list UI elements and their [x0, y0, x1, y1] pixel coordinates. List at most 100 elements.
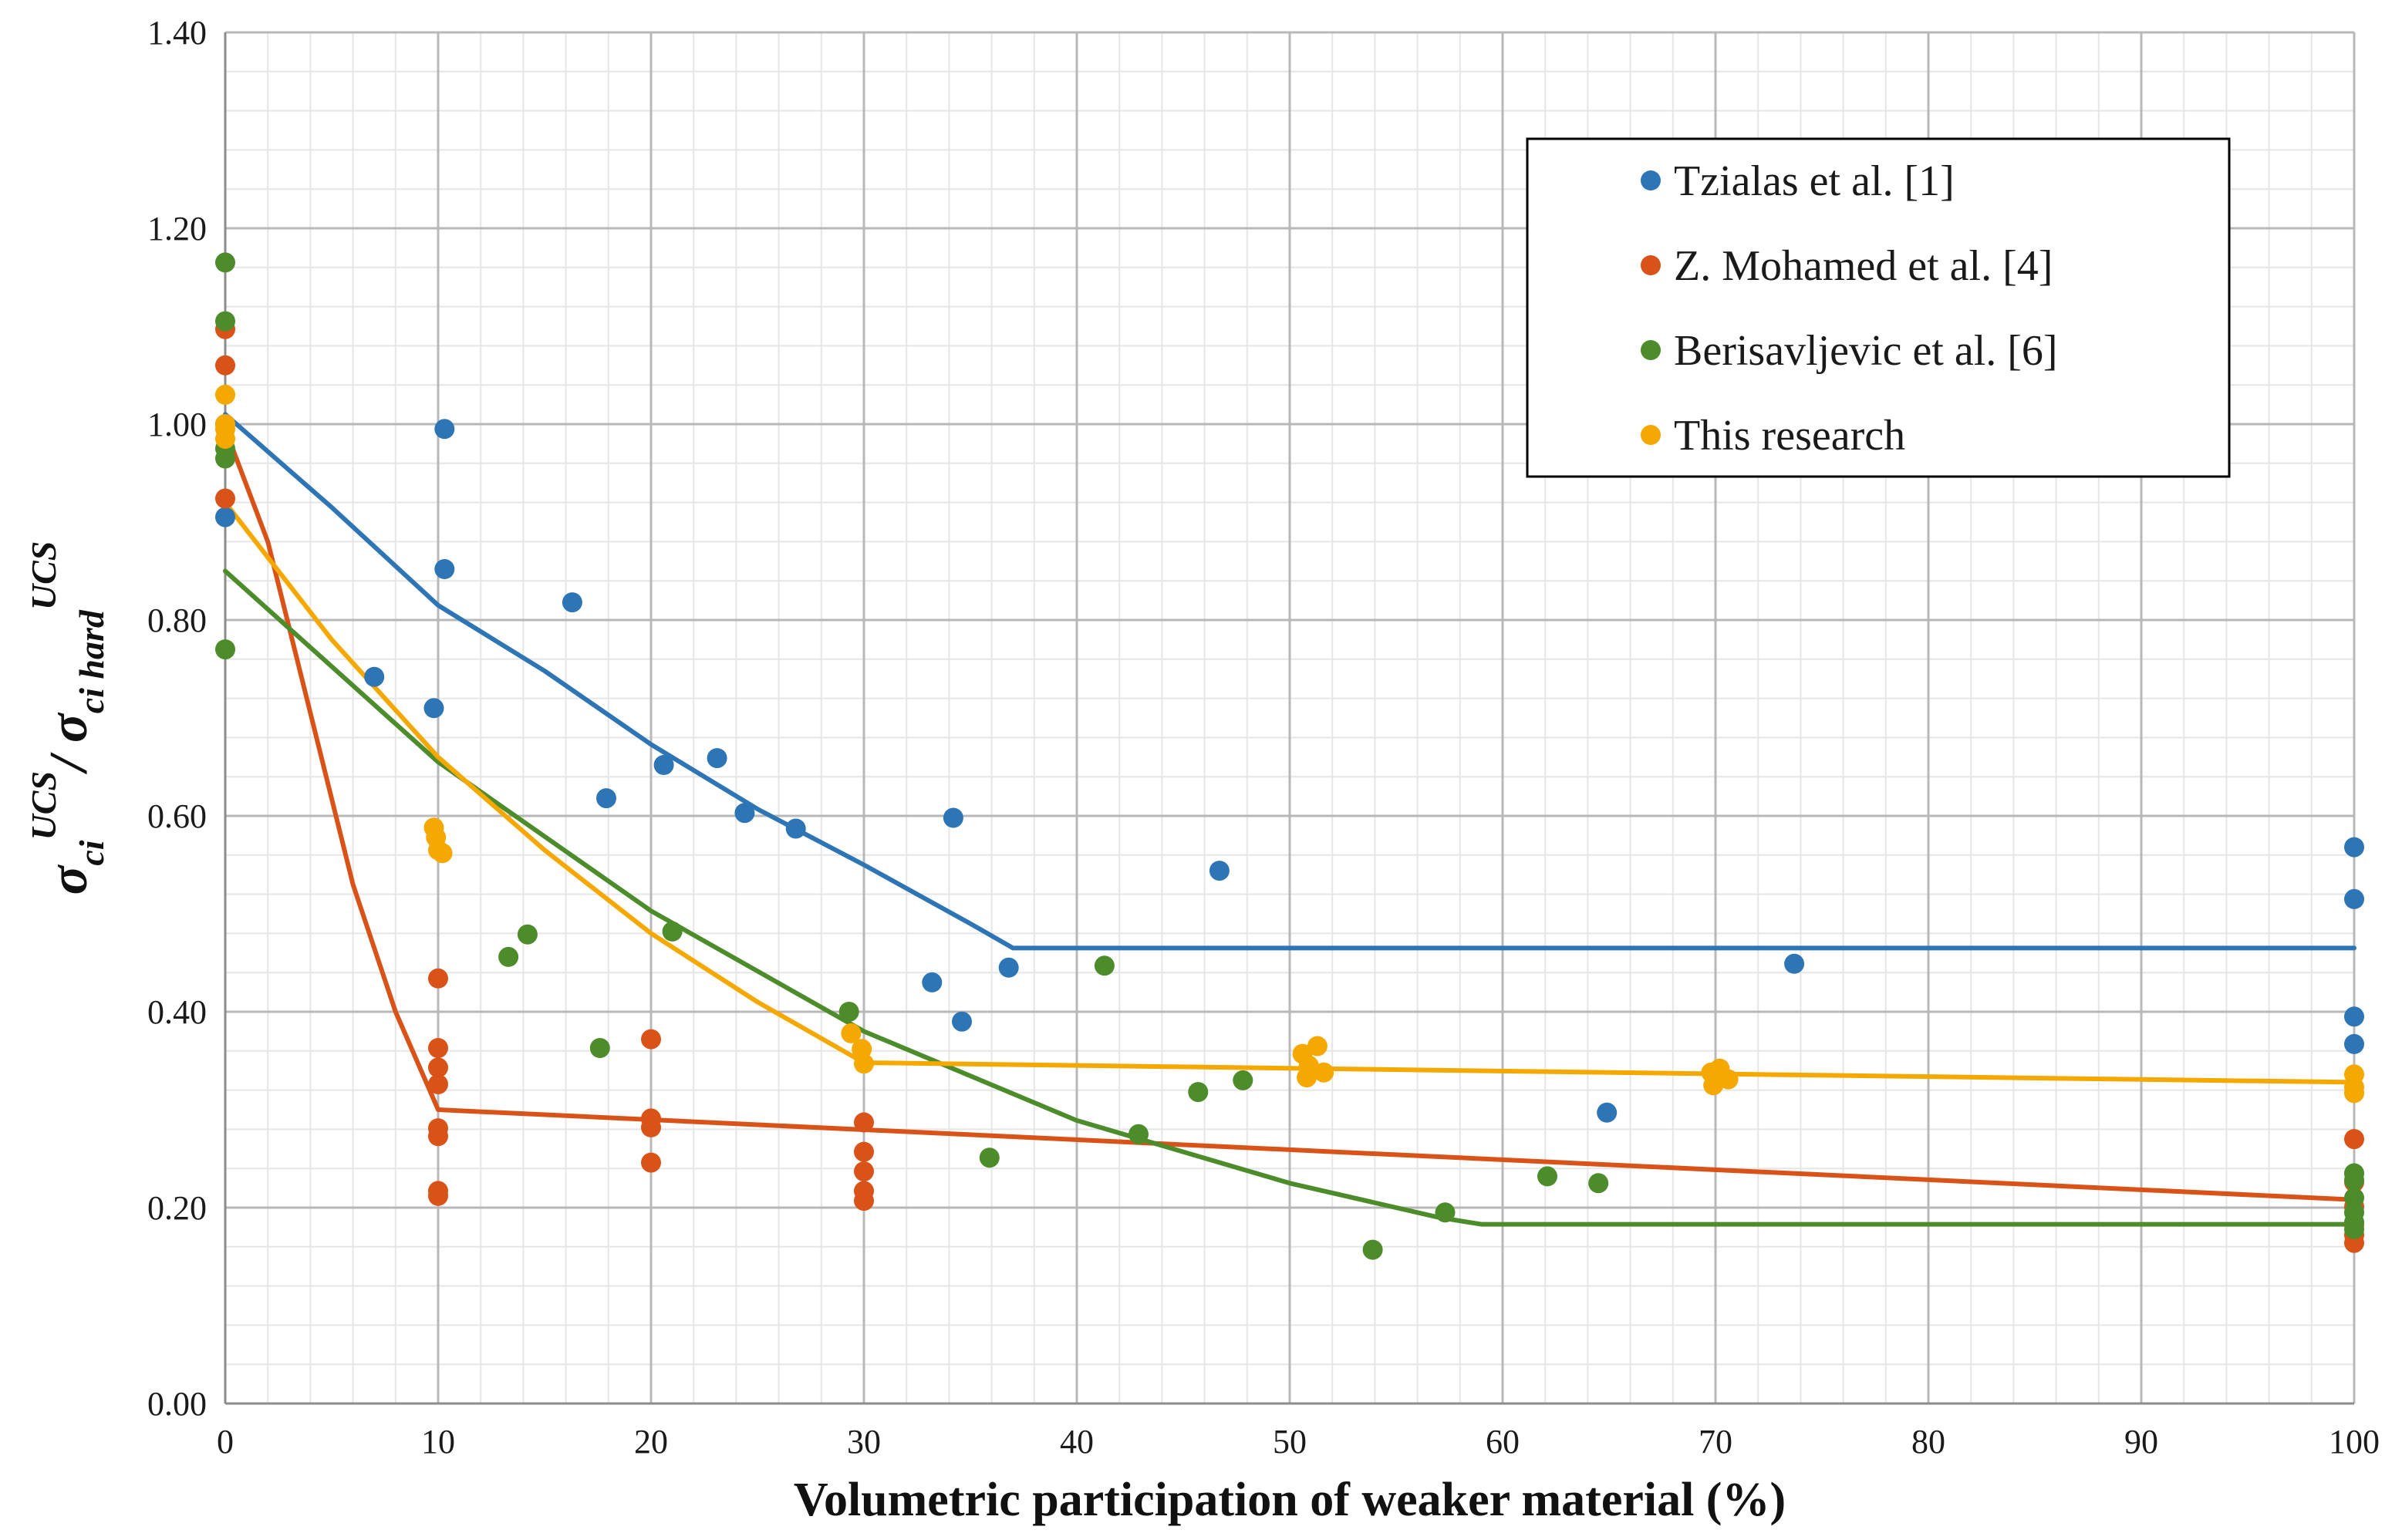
- data-point-series-0: [707, 748, 727, 769]
- data-point-series-2: [589, 1038, 610, 1058]
- data-point-series-3: [841, 1023, 862, 1043]
- legend-marker-this-research: [1641, 425, 1661, 445]
- data-point-series-1: [428, 1185, 448, 1206]
- data-point-series-1: [428, 1038, 448, 1058]
- data-point-series-2: [498, 946, 519, 967]
- data-point-series-2: [1233, 1070, 1253, 1090]
- y-label-superscript-2: UCS: [24, 541, 63, 610]
- y-tick-label: 1.40: [147, 14, 207, 52]
- y-label-slash: /: [39, 743, 99, 775]
- data-point-series-2: [1362, 1239, 1383, 1260]
- major-gridlines: [224, 31, 2356, 1405]
- data-point-series-0: [2344, 1033, 2364, 1054]
- x-axis-label: Volumetric participation of weaker mater…: [794, 1474, 1786, 1526]
- data-point-series-0: [215, 507, 235, 527]
- legend-label-this-research: This research: [1674, 412, 1905, 460]
- data-point-series-2: [517, 924, 538, 945]
- data-point-series-3: [852, 1039, 872, 1060]
- data-point-series-2: [2344, 1188, 2364, 1208]
- legend-marker-tzialas: [1641, 170, 1661, 190]
- data-point-series-0: [596, 788, 616, 809]
- data-point-series-2: [838, 1002, 859, 1022]
- data-point-series-2: [979, 1147, 1000, 1168]
- y-tick-label: 0.20: [147, 1189, 207, 1227]
- data-point-series-0: [785, 818, 806, 839]
- data-point-series-3: [1314, 1062, 1334, 1083]
- y-label-sigma-2: σ: [39, 712, 99, 743]
- data-point-series-0: [2344, 888, 2364, 909]
- trend-line-series-0: [223, 412, 2356, 951]
- data-point-series-0: [2344, 837, 2364, 858]
- data-point-series-3: [215, 384, 235, 405]
- y-label-superscript-1: UCS: [24, 771, 63, 840]
- y-label-subscript-2: ci hard: [72, 609, 111, 713]
- x-tick-label: 40: [1060, 1423, 1094, 1461]
- data-point-series-2: [1588, 1173, 1609, 1194]
- data-point-series-3: [1718, 1069, 1739, 1090]
- y-label-sigma-1: σ: [39, 864, 99, 895]
- data-point-series-0: [364, 666, 385, 687]
- legend: Tzialas et al. [1] Z. Mohamed et al. [4]…: [1526, 137, 2231, 478]
- data-point-series-1: [641, 1117, 661, 1137]
- x-tick-label: 20: [634, 1423, 668, 1461]
- data-point-series-0: [562, 592, 582, 613]
- y-tick-label: 0.00: [147, 1385, 207, 1423]
- data-point-series-1: [854, 1141, 874, 1162]
- data-point-series-0: [434, 419, 455, 440]
- x-tick-label: 90: [2124, 1423, 2158, 1461]
- data-point-series-2: [662, 921, 683, 942]
- data-point-series-1: [854, 1191, 874, 1211]
- data-point-series-3: [1307, 1036, 1328, 1056]
- y-tick-labels: 0.00 0.20 0.40 0.60 0.80 1.00 1.20 1.40: [147, 14, 207, 1423]
- data-point-series-0: [998, 957, 1019, 978]
- data-point-series-2: [1435, 1202, 1456, 1223]
- y-tick-label: 1.20: [147, 210, 207, 248]
- legend-label-mohamed: Z. Mohamed et al. [4]: [1674, 242, 2053, 290]
- data-point-series-0: [423, 698, 444, 719]
- x-tick-label: 100: [2329, 1423, 2380, 1461]
- trend-line-series-3: [223, 500, 2356, 1085]
- x-tick-label: 60: [1486, 1423, 1520, 1461]
- legend-marker-mohamed: [1641, 255, 1661, 275]
- x-tick-labels: 0 10 20 30 40 50 60 70 80 90 100: [217, 1423, 2380, 1461]
- legend-label-berisavljevic: Berisavljevic et al. [6]: [1674, 327, 2058, 375]
- data-point-series-1: [428, 1057, 448, 1078]
- data-point-series-2: [1188, 1082, 1209, 1103]
- data-point-series-2: [1094, 955, 1115, 976]
- data-point-series-0: [952, 1011, 972, 1032]
- data-point-series-3: [854, 1053, 874, 1074]
- legend-box: [1526, 137, 2231, 478]
- data-point-series-2: [1537, 1166, 1557, 1187]
- x-tick-label: 70: [1699, 1423, 1732, 1461]
- trend-line-series-2: [223, 568, 2356, 1227]
- data-point-series-1: [428, 968, 448, 989]
- trend-lines: [223, 412, 2356, 1227]
- data-point-series-1: [641, 1152, 661, 1173]
- data-point-series-0: [943, 807, 963, 828]
- data-point-series-0: [653, 755, 674, 775]
- data-point-series-0: [1209, 861, 1230, 881]
- x-tick-label: 0: [217, 1423, 234, 1461]
- data-point-series-1: [428, 1126, 448, 1147]
- data-point-series-2: [215, 639, 235, 660]
- y-tick-label: 1.00: [147, 406, 207, 443]
- data-point-series-3: [1297, 1067, 1317, 1088]
- data-point-series-2: [215, 252, 235, 273]
- y-tick-label: 0.80: [147, 602, 207, 639]
- data-point-series-0: [1597, 1102, 1618, 1123]
- data-point-series-1: [2344, 1232, 2364, 1253]
- y-tick-label: 0.60: [147, 797, 207, 835]
- data-point-series-1: [428, 1074, 448, 1094]
- data-point-series-0: [434, 559, 455, 579]
- data-point-series-1: [854, 1161, 874, 1181]
- data-point-series-1: [215, 488, 235, 509]
- data-point-series-3: [215, 429, 235, 449]
- x-tick-label: 50: [1273, 1423, 1307, 1461]
- y-axis-label: σciUCS/ σci hardUCS: [24, 541, 111, 895]
- data-point-series-3: [2344, 1083, 2364, 1104]
- data-point-series-1: [641, 1029, 661, 1050]
- data-point-series-0: [2344, 1006, 2364, 1027]
- legend-label-tzialas: Tzialas et al. [1]: [1674, 157, 1955, 205]
- y-label-subscript-1: ci: [72, 840, 111, 865]
